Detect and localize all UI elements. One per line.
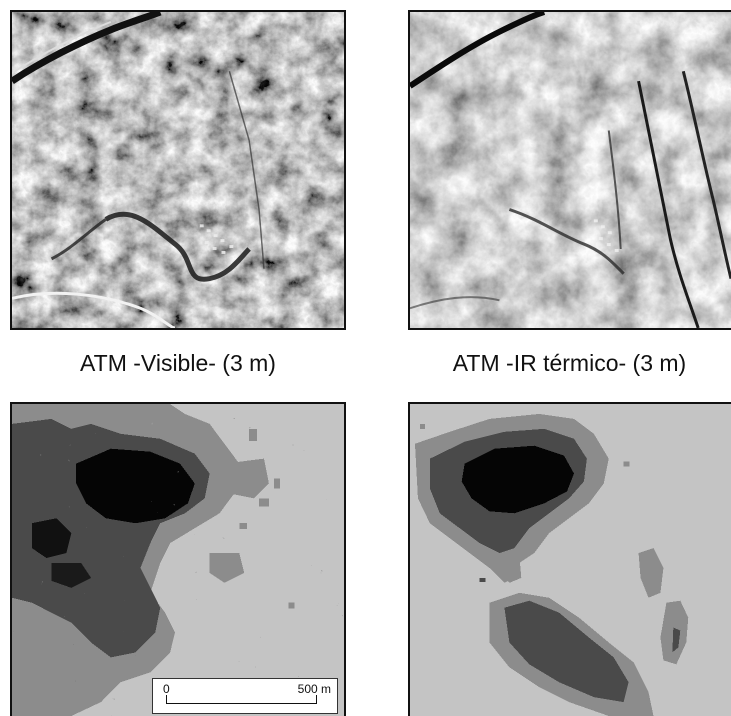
scale-bar: 0 500 m xyxy=(152,678,338,714)
classified-map-thermal-ir xyxy=(408,402,731,716)
scale-bar-end-label: 500 m xyxy=(297,682,331,696)
atm-visible-image xyxy=(10,10,346,330)
atm-thermal-ir-image xyxy=(408,10,731,330)
scale-bar-start-label: 0 xyxy=(163,682,170,696)
caption-atm-visible: ATM -Visible- (3 m) xyxy=(80,350,276,376)
scale-bar-line xyxy=(166,703,316,704)
scale-bar-start-tick xyxy=(166,695,167,704)
caption-atm-thermal-ir: ATM -IR térmico- (3 m) xyxy=(452,350,687,376)
classified-map-visible xyxy=(10,402,346,716)
scale-bar-end-tick xyxy=(316,695,317,704)
